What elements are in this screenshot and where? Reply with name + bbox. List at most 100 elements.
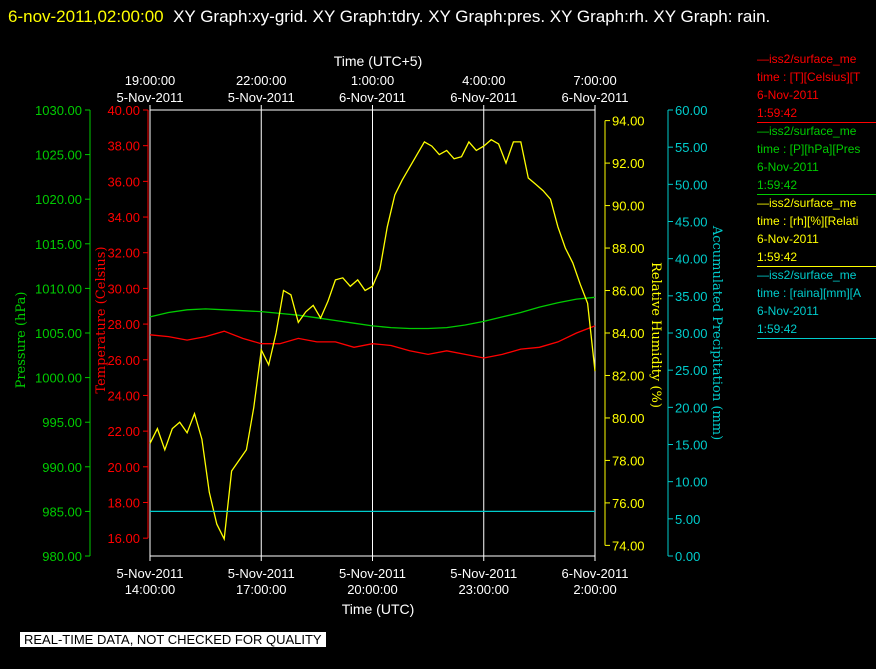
x-tick-label-time: 14:00:00 xyxy=(125,582,176,597)
pressure-tick-label: 1010.00 xyxy=(35,281,82,296)
temperature-tick-label: 28.00 xyxy=(107,317,140,332)
humidity-tick-label: 80.00 xyxy=(612,411,645,426)
pressure-tick-label: 1000.00 xyxy=(35,371,82,386)
top-tick-label-time: 22:00:00 xyxy=(236,73,287,88)
top-tick-label-time: 1:00:00 xyxy=(351,73,394,88)
precipitation-tick-label: 30.00 xyxy=(675,326,708,341)
precipitation-tick-label: 50.00 xyxy=(675,177,708,192)
pressure-series-line xyxy=(149,296,596,330)
legend-source: —iss2/surface_me xyxy=(757,268,857,282)
temperature-tick-label: 34.00 xyxy=(107,210,140,225)
precipitation-tick-label: 55.00 xyxy=(675,140,708,155)
temperature-tick-label: 30.00 xyxy=(107,281,140,296)
temperature-tick-label: 20.00 xyxy=(107,460,140,475)
humidity-tick-label: 84.00 xyxy=(612,326,645,341)
temperature-tick-label: 18.00 xyxy=(107,495,140,510)
legend-date: 6-Nov-2011 xyxy=(757,304,819,318)
humidity-tick-label: 90.00 xyxy=(612,199,645,214)
pressure-tick-label: 985.00 xyxy=(42,504,82,519)
humidity-series-line xyxy=(149,138,596,542)
legend-source: —iss2/surface_me xyxy=(757,196,857,210)
x-tick-label-date: 5-Nov-2011 xyxy=(450,566,517,581)
top-tick-label-time: 7:00:00 xyxy=(573,73,616,88)
legend-time: 1:59:42 xyxy=(757,250,798,264)
temperature-series-line xyxy=(149,325,596,359)
pressure-tick-label: 1005.00 xyxy=(35,326,82,341)
humidity-tick-label: 82.00 xyxy=(612,368,645,383)
legend-date: 6-Nov-2011 xyxy=(757,88,819,102)
graph-list: XY Graph:xy-grid. XY Graph:tdry. XY Grap… xyxy=(173,7,771,26)
pressure-tick-label: 1025.00 xyxy=(35,148,82,163)
top-tick-label-date: 5-Nov-2011 xyxy=(228,90,295,105)
humidity-tick-label: 88.00 xyxy=(612,241,645,256)
precipitation-tick-label: 20.00 xyxy=(675,400,708,415)
x-tick-label-time: 20:00:00 xyxy=(347,582,398,597)
temperature-tick-label: 22.00 xyxy=(107,424,140,439)
pressure-tick-label: 995.00 xyxy=(42,415,82,430)
legend-time: 1:59:42 xyxy=(757,178,798,192)
x-tick-label-time: 2:00:00 xyxy=(573,582,616,597)
legend-var: time : [raina][mm][A xyxy=(757,286,862,300)
legend-time: 1:59:42 xyxy=(757,106,798,120)
precipitation-tick-label: 0.00 xyxy=(675,549,700,564)
pressure-tick-label: 1015.00 xyxy=(35,237,82,252)
bottom-axis-title: Time (UTC) xyxy=(342,601,415,617)
temperature-tick-label: 32.00 xyxy=(107,246,140,261)
temperature-tick-label: 16.00 xyxy=(107,531,140,546)
top-tick-label-date: 6-Nov-2011 xyxy=(339,90,406,105)
humidity-tick-label: 78.00 xyxy=(612,453,645,468)
legend-source: —iss2/surface_me xyxy=(757,52,857,66)
legend-date: 6-Nov-2011 xyxy=(757,160,819,174)
chart-title: 6-nov-2011,02:00:00 XY Graph:xy-grid. XY… xyxy=(8,4,868,30)
humidity-tick-label: 86.00 xyxy=(612,284,645,299)
humidity-tick-label: 76.00 xyxy=(612,496,645,511)
precipitation-axis-title: Accumulated Precipitation (mm) xyxy=(709,225,724,440)
top-tick-label-time: 4:00:00 xyxy=(462,73,505,88)
precipitation-tick-label: 15.00 xyxy=(675,438,708,453)
temperature-tick-label: 24.00 xyxy=(107,388,140,403)
x-tick-label-time: 23:00:00 xyxy=(458,582,509,597)
pressure-tick-label: 990.00 xyxy=(42,460,82,475)
x-tick-label-time: 17:00:00 xyxy=(236,582,287,597)
precipitation-tick-label: 45.00 xyxy=(675,215,708,230)
top-tick-label-date: 6-Nov-2011 xyxy=(450,90,517,105)
pressure-tick-label: 1030.00 xyxy=(35,103,82,118)
precipitation-tick-label: 5.00 xyxy=(675,512,700,527)
legend-var: time : [rh][%][Relati xyxy=(757,214,859,228)
x-tick-label-date: 6-Nov-2011 xyxy=(562,566,629,581)
humidity-tick-label: 92.00 xyxy=(612,156,645,171)
top-tick-label-date: 6-Nov-2011 xyxy=(562,90,629,105)
x-tick-label-date: 5-Nov-2011 xyxy=(117,566,184,581)
humidity-tick-label: 74.00 xyxy=(612,538,645,553)
temperature-tick-label: 40.00 xyxy=(107,103,140,118)
legend-var: time : [T][Celsius][T xyxy=(757,70,861,84)
top-tick-label-date: 5-Nov-2011 xyxy=(117,90,184,105)
legend-source: —iss2/surface_me xyxy=(757,124,857,138)
temperature-axis-title: Temperature (Celsius) xyxy=(94,246,109,393)
legend-time: 1:59:42 xyxy=(757,322,798,336)
precipitation-tick-label: 40.00 xyxy=(675,252,708,267)
precipitation-tick-label: 10.00 xyxy=(675,475,708,490)
x-tick-label-date: 5-Nov-2011 xyxy=(339,566,406,581)
pressure-tick-label: 1020.00 xyxy=(35,192,82,207)
pressure-tick-label: 980.00 xyxy=(42,549,82,564)
pressure-axis-title: Pressure (hPa) xyxy=(14,292,29,389)
precipitation-tick-label: 35.00 xyxy=(675,289,708,304)
temperature-tick-label: 38.00 xyxy=(107,139,140,154)
top-tick-label-time: 19:00:00 xyxy=(125,73,176,88)
temperature-tick-label: 36.00 xyxy=(107,174,140,189)
timestamp: 6-nov-2011,02:00:00 xyxy=(8,7,164,26)
precipitation-tick-label: 60.00 xyxy=(675,103,708,118)
x-tick-label-date: 5-Nov-2011 xyxy=(228,566,295,581)
legend-date: 6-Nov-2011 xyxy=(757,232,819,246)
disclaimer-banner: REAL-TIME DATA, NOT CHECKED FOR QUALITY xyxy=(20,632,326,647)
legend-var: time : [P][hPa][Pres xyxy=(757,142,861,156)
precipitation-tick-label: 25.00 xyxy=(675,363,708,378)
humidity-tick-label: 94.00 xyxy=(612,114,645,129)
temperature-tick-label: 26.00 xyxy=(107,353,140,368)
